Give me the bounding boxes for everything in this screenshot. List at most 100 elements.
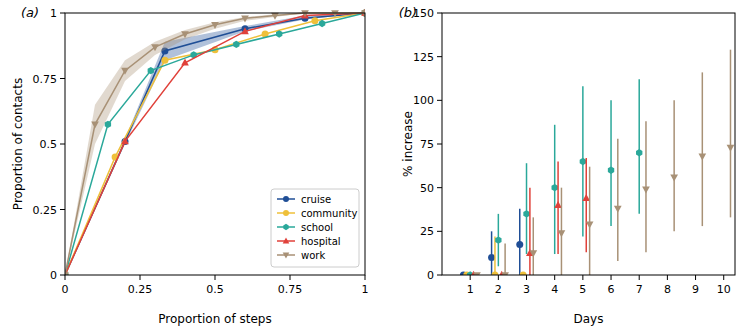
x-tick (65, 275, 66, 280)
legend-box (271, 189, 359, 267)
point (520, 272, 527, 276)
y-tick (60, 209, 65, 210)
point (529, 250, 537, 257)
plot-area (460, 50, 734, 275)
point (614, 206, 622, 213)
point (331, 10, 339, 17)
point (319, 20, 325, 27)
x-tick-label: 4 (551, 283, 558, 296)
point (523, 210, 529, 217)
y-tick-label: 50 (420, 182, 434, 195)
plot-area (65, 9, 365, 275)
error-bar (730, 50, 732, 218)
x-tick (365, 275, 366, 280)
x-tick-label: 0.75 (278, 283, 303, 296)
point (491, 272, 498, 276)
x-tick (667, 275, 668, 280)
x-tick (526, 275, 527, 280)
series-line (65, 13, 365, 275)
plot-frame (65, 13, 365, 275)
x-tick (723, 275, 724, 280)
point (121, 137, 129, 144)
error-bar (533, 217, 535, 275)
x-tick (140, 275, 141, 280)
x-tick-label: 9 (692, 283, 699, 296)
point (698, 153, 706, 160)
y-tick (60, 78, 65, 79)
x-tick (554, 275, 555, 280)
legend-label: work (301, 250, 325, 261)
x-tick-label: 5 (579, 283, 586, 296)
error-bar (673, 100, 675, 231)
point (608, 167, 614, 174)
y-tick-label: 125 (413, 51, 434, 64)
point (241, 27, 249, 34)
legend-label: community (301, 208, 357, 219)
point (311, 17, 318, 24)
x-tick-label: 3 (523, 283, 530, 296)
x-tick (611, 275, 612, 280)
point (636, 149, 642, 156)
series-line (65, 13, 365, 275)
legend-label: cruise (301, 194, 331, 205)
y-tick-label: 0.75 (33, 73, 58, 86)
point (151, 44, 159, 51)
legend: cruisecommunityschoolhospitalwork (271, 189, 359, 267)
point (105, 121, 111, 128)
error-bar (610, 100, 612, 226)
y-tick (437, 187, 442, 188)
legend-marker (283, 237, 290, 243)
x-tick-label: 7 (636, 283, 643, 296)
error-bar (526, 163, 528, 254)
point (148, 67, 154, 74)
confidence-band (65, 13, 365, 275)
point (91, 122, 99, 129)
point (516, 241, 523, 248)
panel: 123456789100255075100125150(b)Days% incr… (399, 5, 735, 326)
point (301, 10, 309, 17)
x-tick-label: 10 (717, 283, 731, 296)
x-tick-label: 8 (664, 283, 671, 296)
x-tick-label: 6 (608, 283, 615, 296)
point (181, 31, 189, 38)
point (276, 30, 282, 37)
point (161, 57, 168, 64)
error-bar (585, 158, 587, 252)
point (642, 187, 650, 194)
point (181, 59, 189, 66)
y-tick (60, 275, 65, 276)
y-tick (437, 144, 442, 145)
error-bar (529, 188, 531, 275)
x-tick (498, 275, 499, 280)
error-bar (491, 231, 493, 275)
error-bar (638, 79, 640, 213)
point (241, 15, 249, 22)
point (121, 68, 129, 75)
confidence-band (65, 13, 365, 275)
panel-label: (b) (399, 5, 417, 20)
y-tick-label: 25 (420, 225, 434, 238)
y-tick (437, 275, 442, 276)
x-tick (215, 275, 216, 280)
x-tick-label: 1 (362, 283, 369, 296)
series-line (65, 13, 365, 275)
plot-frame (442, 13, 735, 275)
point (552, 184, 558, 191)
x-tick-label: 1 (467, 283, 474, 296)
error-bar (504, 244, 506, 275)
legend-label: hospital (301, 236, 341, 247)
y-tick-label: 75 (420, 138, 434, 151)
error-bar (702, 72, 704, 226)
x-tick-label: 2 (495, 283, 502, 296)
y-tick-label: 0.5 (40, 138, 58, 151)
x-tick (639, 275, 640, 280)
point (233, 41, 239, 48)
legend-marker (283, 224, 288, 230)
point (586, 222, 594, 229)
figure: 00.250.50.75100.250.50.751(a)Proportion … (0, 0, 742, 331)
x-axis-label: Days (574, 312, 604, 326)
y-tick (437, 100, 442, 101)
y-tick (60, 144, 65, 145)
series-line (65, 13, 365, 275)
point (727, 145, 735, 152)
